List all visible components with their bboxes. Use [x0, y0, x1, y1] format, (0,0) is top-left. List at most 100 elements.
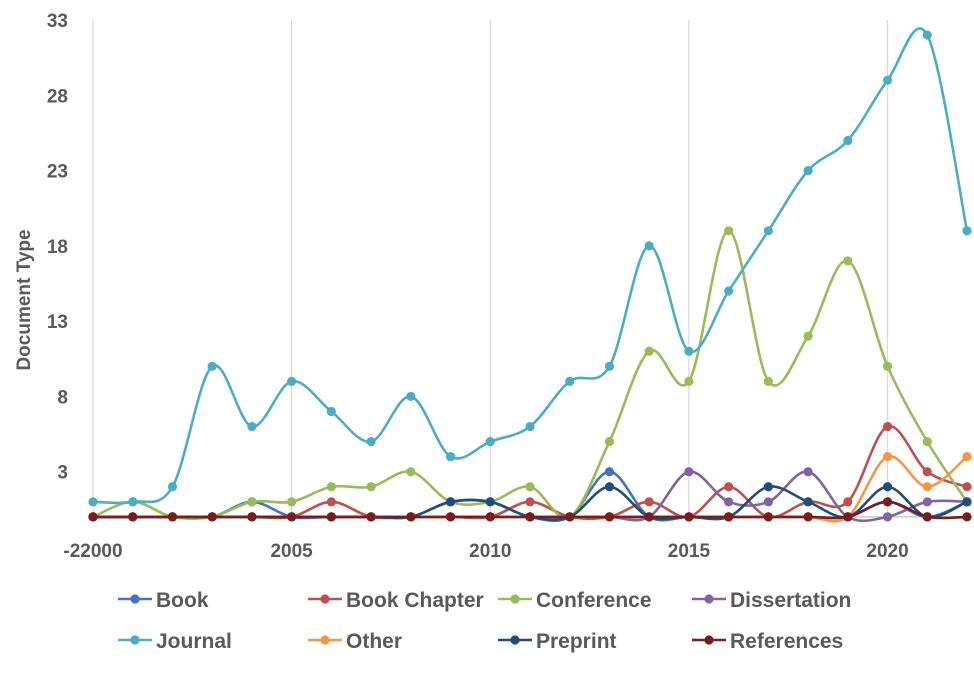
data-point-book-chapter-2011	[525, 497, 535, 507]
y-tick-labels: 3 8 13 18 23 28 33	[47, 11, 68, 484]
data-point-references-2019	[843, 512, 853, 522]
data-point-conference-2008	[406, 467, 416, 477]
data-point-references-2022	[962, 512, 972, 522]
series-line-journal	[92, 27, 969, 505]
data-point-conference-2007	[366, 482, 376, 492]
data-point-other-2020	[882, 452, 893, 462]
legend-item-book: Book	[118, 589, 209, 612]
data-point-conference-2005	[287, 497, 297, 507]
data-point-references-2008	[406, 512, 416, 522]
data-point-preprint-2022	[962, 497, 972, 507]
data-point-journal-2004	[247, 421, 257, 432]
data-point-dissertation-2021	[922, 497, 932, 507]
data-point-journal-2009	[445, 452, 456, 462]
data-point-book-chapter-2022	[962, 482, 972, 492]
data-point-journal-2003	[207, 361, 217, 371]
data-point-journal-2005	[287, 376, 297, 386]
data-point-references-2004	[247, 512, 257, 522]
data-point-conference-2018	[803, 331, 813, 341]
data-point-references-2011	[525, 512, 535, 522]
data-point-journal-2017	[763, 226, 773, 236]
data-point-references-2001	[128, 512, 138, 522]
data-point-book-chapter-2020	[882, 421, 893, 432]
data-point-references-2003	[207, 512, 217, 522]
y-tick-label: 23	[47, 162, 68, 183]
data-point-journal-2002	[167, 482, 178, 492]
data-point-journal-2019	[843, 135, 853, 146]
data-point-book-chapter-2016	[724, 482, 734, 492]
legend-label: Book Chapter	[346, 589, 484, 612]
data-point-dissertation-2015	[684, 467, 694, 477]
data-point-conference-2011	[525, 482, 535, 492]
legend-swatch-marker	[320, 594, 330, 604]
y-tick-label: 33	[47, 11, 68, 32]
data-point-conference-2020	[882, 361, 893, 371]
data-point-references-2020	[882, 497, 893, 507]
x-tick-label: 2010	[469, 541, 511, 562]
x-tick-label: 2005	[270, 541, 313, 562]
data-point-journal-2000	[88, 497, 98, 507]
data-point-book-chapter-2021	[922, 467, 932, 477]
legend: Book Book Chapter Conference Dissertation Jo…	[118, 589, 851, 653]
series-conference	[88, 226, 972, 522]
data-point-book-2013	[604, 467, 615, 477]
y-tick-label: 28	[47, 86, 68, 107]
data-point-references-2000	[88, 512, 98, 522]
data-point-journal-2006	[326, 406, 336, 417]
data-point-journal-2016	[724, 286, 734, 296]
data-point-references-2015	[684, 512, 694, 522]
data-point-journal-2021	[922, 30, 932, 40]
data-point-conference-2017	[763, 376, 773, 386]
data-point-references-2018	[803, 512, 813, 522]
data-point-dissertation-2020	[882, 512, 893, 522]
data-point-journal-2013	[604, 361, 615, 371]
data-point-references-2005	[287, 512, 297, 522]
data-point-preprint-2013	[604, 482, 615, 492]
y-tick-label: 13	[47, 312, 68, 333]
data-point-references-2009	[445, 512, 456, 522]
y-axis-label: Document Type	[14, 229, 35, 370]
data-point-conference-2019	[843, 256, 853, 266]
legend-swatch-marker	[510, 594, 520, 604]
x-tick-labels: -22000 2005 2010 2015 2020	[63, 541, 908, 562]
legend-label: Preprint	[536, 630, 617, 653]
legend-swatch-marker	[130, 635, 140, 645]
series-references	[88, 497, 972, 522]
data-point-journal-2011	[525, 421, 535, 432]
data-point-preprint-2018	[803, 497, 813, 507]
data-point-conference-2021	[922, 437, 932, 447]
data-point-preprint-2009	[445, 497, 456, 507]
data-point-journal-2014	[644, 241, 654, 251]
data-point-conference-2015	[684, 376, 694, 386]
series-layer	[88, 27, 972, 523]
grid-lines	[92, 20, 967, 518]
legend-item-book-chapter: Book Chapter	[308, 589, 484, 612]
data-point-references-2002	[167, 512, 178, 522]
legend-item-conference: Conference	[498, 589, 652, 612]
data-point-journal-2008	[406, 391, 416, 402]
legend-swatch-marker	[320, 635, 330, 645]
y-tick-label: 3	[57, 463, 68, 484]
legend-label: Conference	[536, 589, 652, 612]
data-point-references-2014	[644, 512, 654, 522]
legend-item-journal: Journal	[118, 630, 232, 653]
data-point-other-2022	[962, 452, 972, 462]
legend-item-preprint: Preprint	[498, 630, 617, 653]
data-point-references-2016	[724, 512, 734, 522]
y-tick-label: 8	[57, 387, 68, 408]
data-point-journal-2012	[565, 376, 575, 386]
data-point-references-2013	[604, 512, 615, 522]
legend-swatch-marker	[704, 635, 714, 645]
data-point-conference-2016	[724, 226, 734, 236]
legend-item-dissertation: Dissertation	[692, 589, 851, 612]
data-point-conference-2014	[644, 346, 654, 356]
legend-label: Dissertation	[730, 589, 851, 612]
x-tick-label: -22000	[63, 541, 122, 562]
series-journal	[88, 27, 972, 507]
data-point-references-2006	[326, 512, 336, 522]
data-point-dissertation-2017	[763, 497, 773, 507]
data-point-journal-2007	[366, 437, 376, 447]
legend-label: Journal	[156, 630, 232, 653]
data-point-preprint-2020	[882, 482, 893, 492]
